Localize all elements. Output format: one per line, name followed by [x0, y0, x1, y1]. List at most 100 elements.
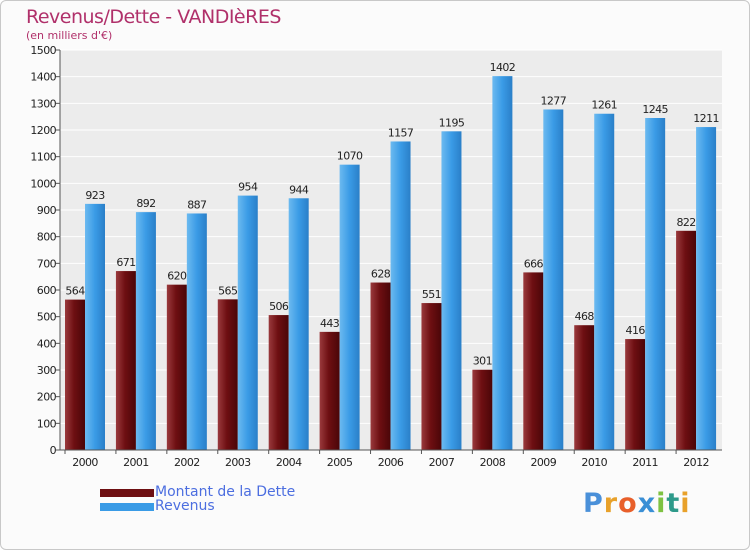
data-label-revenue-2004: 944 — [289, 183, 309, 196]
bar-debt-2003 — [217, 299, 238, 450]
x-tick-label: 2003 — [225, 456, 251, 469]
x-tick-label: 2006 — [378, 456, 404, 469]
data-label-revenue-2001: 892 — [136, 197, 155, 210]
data-label-debt-2007: 551 — [422, 288, 441, 301]
bar-debt-2011 — [625, 339, 646, 450]
data-label-revenue-2008: 1402 — [490, 61, 516, 74]
chart-title: Revenus/Dette - VANDIèRES — [26, 6, 281, 28]
proxiti-logo: Proxiti — [583, 488, 691, 519]
x-tick-label: 2011 — [632, 456, 658, 469]
bar-revenue-2000 — [85, 203, 105, 450]
data-label-revenue-2005: 1070 — [337, 150, 363, 163]
data-label-revenue-2006: 1157 — [388, 126, 414, 139]
y-tick-label: 300 — [37, 364, 57, 377]
data-label-debt-2006: 628 — [371, 268, 391, 281]
logo-letter: r — [603, 488, 619, 519]
data-label-debt-2002: 620 — [167, 270, 187, 283]
logo-letter: P — [583, 488, 604, 519]
data-label-debt-2005: 443 — [320, 317, 340, 330]
x-tick-label: 2007 — [429, 456, 455, 469]
data-label-revenue-2012: 1211 — [693, 112, 719, 125]
chart-subtitle: (en milliers d'€) — [26, 29, 113, 42]
legend-label-debt: Montant de la Dette — [155, 484, 296, 500]
y-axis: 0 100 200 300 400 500 600 700 800 900 1000 1100 1200… — [30, 44, 61, 457]
logo-letter: i — [656, 488, 667, 519]
bar-debt-2004 — [268, 315, 289, 450]
data-label-revenue-2000: 923 — [85, 189, 105, 202]
bar-revenue-2009 — [543, 109, 564, 450]
x-tick-label: 2009 — [531, 456, 557, 469]
y-tick-label: 1500 — [30, 44, 56, 57]
data-label-debt-2000: 564 — [65, 285, 85, 298]
bar-debt-2009 — [523, 272, 544, 450]
y-tick-label: 0 — [50, 444, 57, 457]
bar-debt-2010 — [574, 325, 595, 450]
data-label-debt-2012: 822 — [676, 216, 695, 229]
legend-swatch-revenue — [100, 503, 154, 511]
data-label-revenue-2009: 1277 — [541, 94, 567, 107]
bar-revenue-2002 — [186, 213, 207, 450]
bar-revenue-2011 — [645, 118, 666, 450]
y-tick-label: 400 — [37, 337, 57, 350]
y-tick-label: 1000 — [30, 177, 56, 190]
bar-debt-2008 — [472, 369, 493, 450]
bar-revenue-2007 — [441, 131, 462, 451]
data-label-revenue-2010: 1261 — [591, 99, 617, 112]
y-tick-label: 1400 — [30, 71, 56, 84]
logo-letter: o — [618, 488, 638, 519]
data-label-revenue-2007: 1195 — [439, 116, 465, 129]
x-tick-label: 2004 — [276, 456, 302, 469]
y-tick-label: 1100 — [30, 151, 56, 164]
y-tick-label: 900 — [37, 204, 57, 217]
bar-debt-2007 — [421, 303, 442, 450]
data-label-revenue-2002: 887 — [187, 198, 207, 211]
data-labels: 564 923 671 892 620 887 565 954 506 944 443 1070 628… — [65, 61, 719, 368]
legend-label-revenue: Revenus — [155, 498, 215, 514]
logo-letter: x — [637, 488, 657, 519]
x-axis: 2000 2001 2002 2003 2004 2005 2006 2007 2008 2009… — [60, 449, 722, 469]
bar-debt-2001 — [115, 271, 136, 450]
bar-revenue-2004 — [288, 198, 309, 450]
bar-revenue-2001 — [135, 212, 156, 450]
bar-debt-2006 — [370, 282, 391, 450]
x-tick-label: 2002 — [174, 456, 200, 469]
data-label-debt-2001: 671 — [116, 256, 135, 269]
bars — [65, 76, 717, 451]
legend-swatch-debt — [100, 489, 154, 497]
data-label-debt-2009: 666 — [524, 257, 544, 270]
bar-debt-2002 — [166, 284, 187, 450]
y-tick-label: 1300 — [30, 97, 56, 110]
data-label-debt-2003: 565 — [218, 284, 238, 297]
data-label-debt-2010: 468 — [575, 310, 595, 323]
data-label-debt-2004: 506 — [269, 300, 289, 313]
x-tick-label: 2012 — [683, 456, 709, 469]
x-tick-label: 2000 — [72, 456, 98, 469]
bar-debt-2005 — [319, 331, 340, 450]
x-tick-label: 2008 — [480, 456, 506, 469]
logo-letter: t — [666, 488, 681, 519]
y-tick-label: 500 — [37, 311, 57, 324]
x-tick-label: 2005 — [327, 456, 353, 469]
logo-letter: i — [680, 488, 691, 519]
data-label-revenue-2011: 1245 — [642, 103, 668, 116]
bar-revenue-2003 — [237, 195, 258, 450]
y-tick-label: 800 — [37, 231, 57, 244]
y-tick-label: 200 — [37, 391, 57, 404]
data-label-debt-2008: 301 — [473, 355, 492, 368]
y-tick-label: 700 — [37, 257, 57, 270]
bar-revenue-2005 — [339, 164, 360, 450]
data-label-revenue-2003: 954 — [238, 181, 258, 194]
bar-revenue-2010 — [594, 113, 615, 450]
bar-debt-2000 — [65, 299, 85, 450]
bar-revenue-2006 — [390, 141, 411, 450]
x-tick-label: 2001 — [123, 456, 149, 469]
bar-debt-2012 — [676, 230, 697, 450]
x-tick-label: 2010 — [581, 456, 607, 469]
y-tick-label: 100 — [37, 417, 57, 430]
bar-revenue-2012 — [696, 127, 717, 451]
y-tick-label: 1200 — [30, 124, 56, 137]
data-label-debt-2011: 416 — [626, 324, 646, 337]
bar-revenue-2008 — [492, 76, 513, 450]
y-tick-label: 600 — [37, 284, 57, 297]
